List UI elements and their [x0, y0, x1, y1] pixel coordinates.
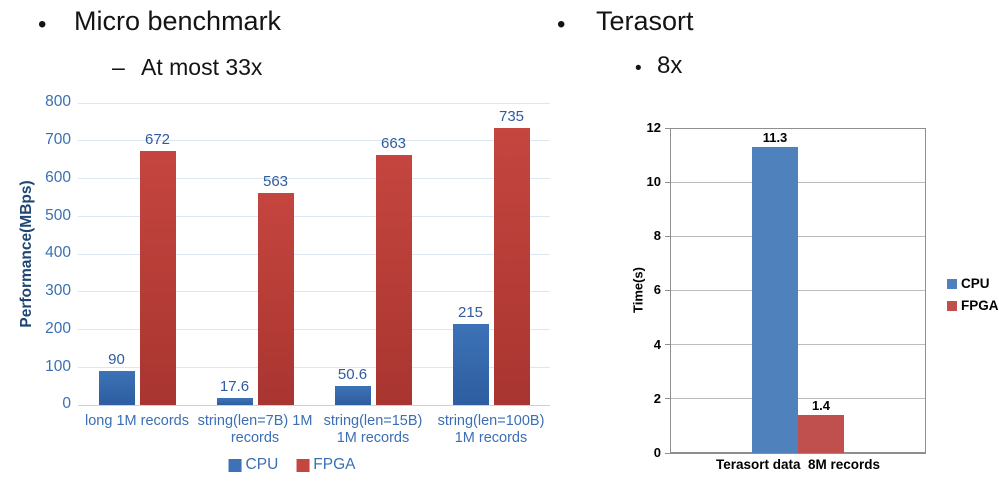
y-tick-label: 700: [45, 131, 71, 149]
legend-entry-fpga: FPGA: [296, 456, 355, 474]
legend-swatch-cpu: [947, 278, 957, 289]
left-title-bullet: •: [38, 11, 47, 38]
y-tick-label: 200: [45, 319, 71, 337]
gridline: [670, 181, 926, 183]
legend-label: CPU: [961, 276, 990, 291]
gridline: [78, 253, 550, 255]
y-tick-label: 800: [45, 93, 71, 111]
gridline: [78, 329, 550, 330]
bar-cpu: [452, 323, 489, 405]
gridline: [670, 235, 926, 237]
data-label: 663: [380, 134, 407, 152]
y-tick-label: 10: [646, 174, 661, 190]
legend: CPU FPGA: [228, 456, 355, 474]
gridline: [670, 344, 926, 346]
legend-swatch-fpga: [296, 458, 310, 472]
axis-tick-mark: [665, 398, 670, 400]
legend-label: CPU: [245, 456, 279, 473]
y-tick-label: 2: [653, 390, 661, 406]
gridline: [670, 290, 926, 291]
data-label: 11.3: [762, 130, 788, 145]
bar-fpga: [493, 127, 530, 405]
bar-fpga: [798, 415, 844, 453]
data-label: 17.6: [219, 378, 250, 396]
right-subtitle: 8x: [657, 52, 683, 79]
y-tick-label: 600: [45, 168, 71, 186]
legend-swatch-cpu: [228, 458, 242, 472]
y-tick-label: 300: [45, 282, 71, 300]
category-label: Terasort data 8M records: [715, 457, 881, 472]
bar-fpga: [257, 192, 294, 405]
left-title: Micro benchmark: [74, 6, 282, 36]
legend-entry-cpu: CPU: [228, 456, 279, 474]
data-label: 1.4: [811, 398, 831, 414]
gridline: [78, 366, 550, 368]
y-tick-label: 0: [62, 395, 71, 413]
legend-label: FPGA: [961, 298, 999, 313]
y-tick-label: 12: [646, 119, 661, 135]
data-label: 50.6: [337, 365, 368, 383]
right-title-bullet: •: [557, 11, 566, 38]
y-tick-label: 0: [653, 444, 661, 460]
y-axis-title: Performance(MBps): [18, 180, 35, 328]
y-tick-label: 4: [653, 336, 661, 352]
data-label: 215: [457, 303, 484, 321]
category-label: string(len=7B) 1M records: [197, 413, 313, 446]
right-subtitle-bullet: •: [635, 58, 642, 79]
axis-tick-mark: [665, 235, 670, 237]
axis-tick-mark: [665, 290, 670, 291]
legend-label: FPGA: [313, 456, 356, 473]
left-subtitle: At most 33x: [141, 54, 263, 80]
category-label: string(len=100B) 1M records: [437, 413, 545, 446]
legend-entry-fpga: FPGA: [947, 298, 999, 313]
y-tick-label: 100: [45, 357, 71, 375]
bar-cpu: [752, 147, 798, 453]
right-title: Terasort: [596, 6, 694, 36]
y-tick-label: 6: [653, 282, 661, 298]
y-axis-title: Time(s): [630, 267, 646, 313]
y-tick-label: 500: [45, 206, 71, 224]
gridline: [78, 291, 550, 293]
y-axis-line: [670, 128, 671, 453]
gridline: [78, 140, 550, 142]
bar-cpu: [216, 398, 253, 405]
gridline: [78, 178, 550, 179]
bar-fpga: [375, 154, 412, 405]
category-label: long 1M records: [85, 413, 189, 429]
y-tick-label: 400: [45, 244, 71, 262]
legend-entry-cpu: CPU: [947, 276, 990, 291]
axis-tick-mark: [665, 127, 670, 129]
data-label: 735: [498, 107, 525, 125]
axis-tick-mark: [665, 181, 670, 183]
bar-cpu: [334, 385, 371, 405]
gridline: [670, 398, 926, 400]
bar-cpu: [98, 371, 135, 405]
bar-fpga: [139, 151, 176, 405]
data-label: 563: [262, 172, 289, 190]
left-subtitle-dash: –: [112, 54, 125, 80]
axis-tick-mark: [665, 344, 670, 346]
gridline: [78, 102, 550, 104]
category-label: string(len=15B) 1M records: [323, 413, 423, 446]
gridline: [78, 215, 550, 217]
legend-swatch-fpga: [947, 300, 957, 311]
y-tick-label: 8: [653, 228, 661, 244]
x-axis-line: [665, 452, 926, 454]
data-label: 90: [108, 351, 125, 368]
data-label: 672: [144, 131, 171, 149]
x-axis-line: [78, 404, 550, 406]
